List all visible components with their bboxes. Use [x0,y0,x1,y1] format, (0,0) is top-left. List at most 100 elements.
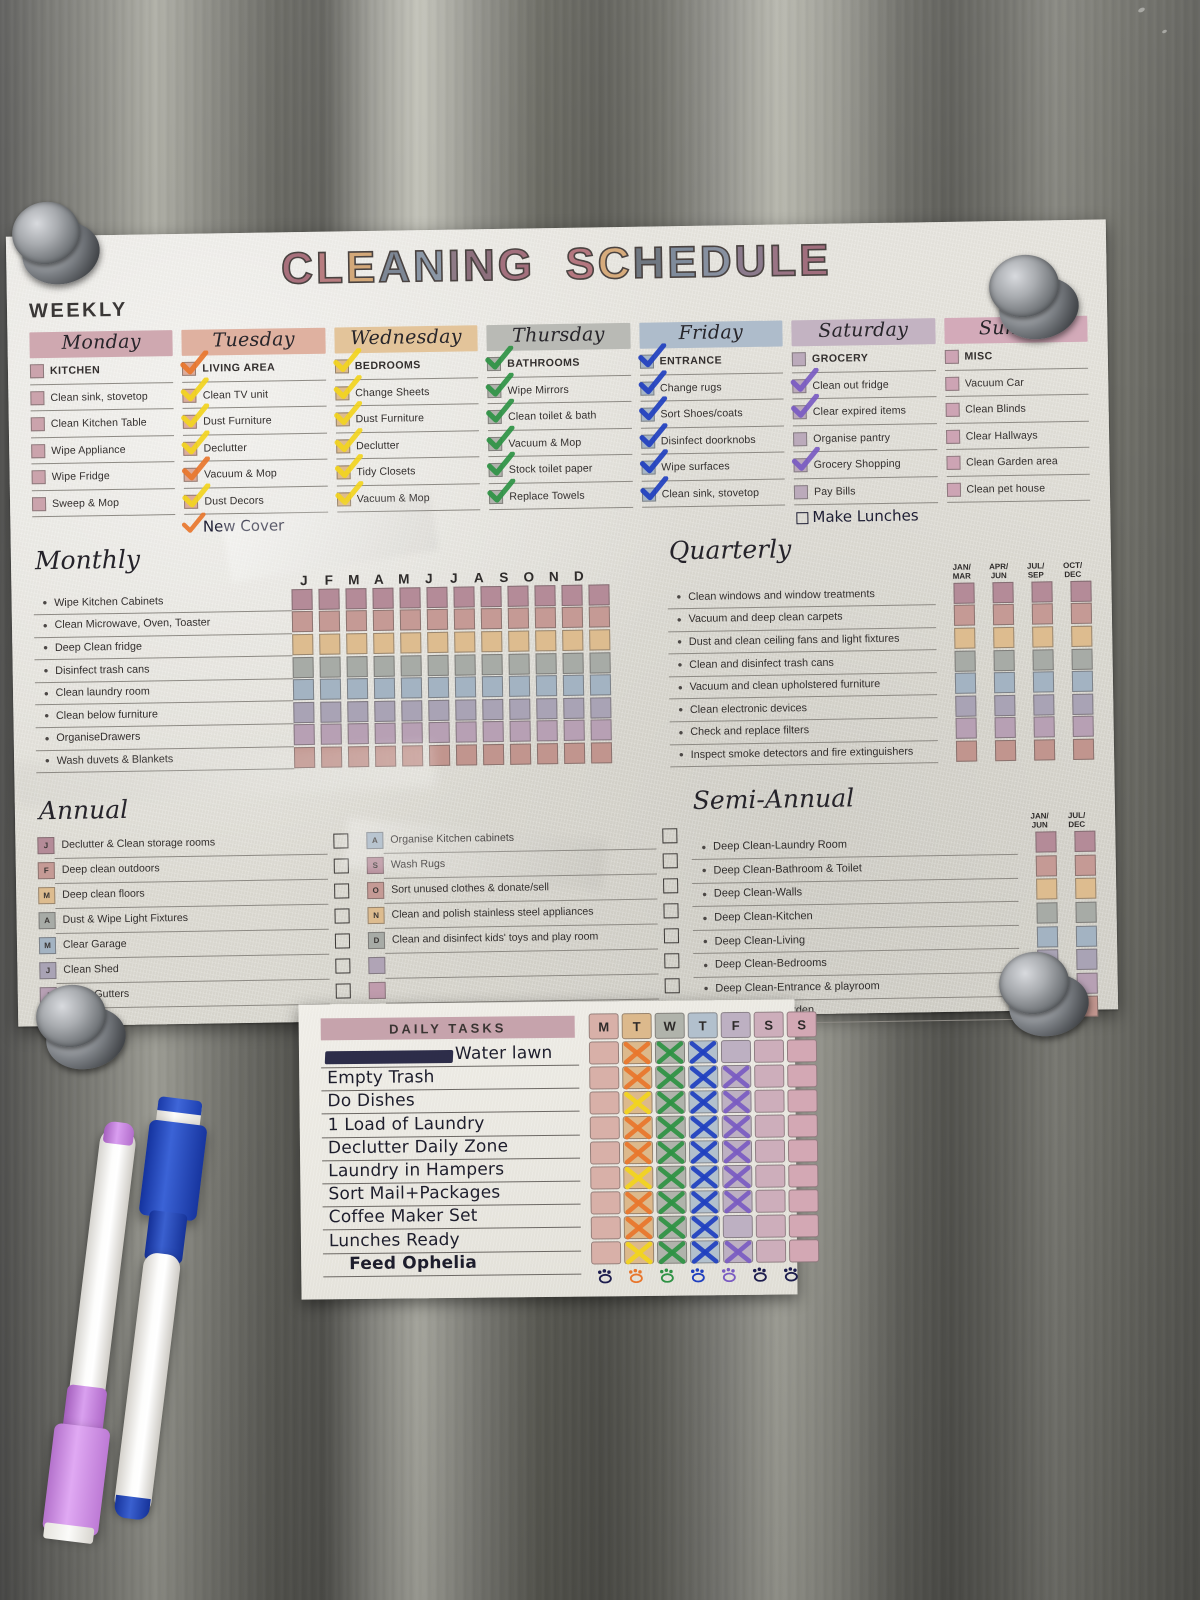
task-checkbox[interactable] [640,434,655,449]
daily-grid-cell[interactable] [689,1215,720,1239]
daily-grid-cell[interactable] [688,1115,719,1139]
monthly-checkbox[interactable] [400,677,423,699]
monthly-checkbox[interactable] [347,723,369,745]
monthly-checkbox[interactable] [401,722,423,744]
daily-grid-cell[interactable] [687,1040,719,1064]
monthly-checkbox[interactable] [346,633,368,655]
weekly-task-row[interactable]: MISC [944,341,1089,371]
daily-grid-cell[interactable] [721,1139,753,1164]
monthly-checkbox[interactable] [319,678,342,700]
task-checkbox[interactable] [793,458,808,473]
quarterly-checkbox[interactable] [1070,603,1093,625]
daily-grid-cell[interactable] [689,1190,720,1214]
quarterly-checkbox[interactable] [992,581,1014,604]
task-checkbox[interactable] [488,436,503,451]
monthly-checkbox[interactable] [428,699,450,721]
weekly-task-row[interactable]: Vacuum & Mop [486,424,633,458]
semi-annual-checkbox[interactable] [1036,902,1058,924]
daily-grid-cell[interactable] [755,1164,786,1188]
quarterly-checkbox[interactable] [955,717,977,740]
task-checkbox[interactable] [639,354,654,369]
semi-annual-checkbox[interactable] [1074,854,1097,876]
daily-grid-cell[interactable] [654,1040,686,1064]
monthly-checkbox[interactable] [292,679,315,701]
monthly-checkbox[interactable] [536,720,558,742]
daily-grid-cell[interactable] [721,1064,752,1089]
monthly-checkbox[interactable] [319,656,341,678]
monthly-checkbox[interactable] [347,700,369,723]
daily-grid-cell[interactable] [753,1039,785,1063]
weekly-task-row[interactable]: Clean out fridge [790,366,937,400]
quarterly-checkbox[interactable] [993,672,1016,694]
monthly-checkbox[interactable] [347,746,370,768]
monthly-checkbox[interactable] [561,607,584,629]
monthly-checkbox[interactable] [427,654,449,676]
quarterly-checkbox[interactable] [955,740,978,762]
task-checkbox[interactable] [30,390,45,406]
monthly-checkbox[interactable] [372,610,395,632]
monthly-checkbox[interactable] [589,674,612,696]
daily-grid-cell[interactable] [623,1190,654,1215]
task-checkbox[interactable] [792,378,807,394]
annual-checkbox[interactable] [664,978,680,994]
task-checkbox[interactable] [640,407,655,422]
quarterly-checkbox[interactable] [992,604,1015,626]
task-checkbox[interactable] [336,492,351,507]
monthly-checkbox[interactable] [481,676,504,698]
monthly-checkbox[interactable] [562,652,584,674]
quarterly-checkbox[interactable] [953,604,976,627]
monthly-checkbox[interactable] [590,697,612,719]
daily-grid-cell[interactable] [590,1216,621,1240]
task-checkbox[interactable] [944,376,959,391]
monthly-checkbox[interactable] [372,587,394,609]
quarterly-checkbox[interactable] [993,649,1015,671]
quarterly-checkbox[interactable] [1070,580,1092,602]
monthly-checkbox[interactable] [509,698,531,720]
monthly-checkbox[interactable] [453,586,475,608]
daily-grid-cell[interactable] [688,1140,720,1164]
monthly-checkbox[interactable] [508,630,530,652]
task-checkbox[interactable] [29,364,45,379]
monthly-checkbox[interactable] [427,631,449,654]
daily-grid-cell[interactable] [656,1215,687,1239]
monthly-checkbox[interactable] [319,633,341,655]
weekly-task-row[interactable]: Clean toilet & bath [486,398,632,431]
monthly-checkbox[interactable] [536,743,559,765]
daily-grid-cell[interactable] [589,1091,620,1115]
monthly-checkbox[interactable] [563,720,585,742]
daily-grid-cell[interactable] [656,1165,687,1189]
task-checkbox[interactable] [487,383,502,398]
daily-grid-cell[interactable] [722,1239,754,1264]
monthly-checkbox[interactable] [453,608,476,631]
monthly-checkbox[interactable] [399,609,422,631]
handwritten-checkbox[interactable] [796,511,809,524]
weekly-task-row[interactable]: Vacuum Car [944,368,1089,397]
monthly-checkbox[interactable] [562,629,584,651]
task-checkbox[interactable] [335,386,350,401]
monthly-checkbox[interactable] [588,606,611,628]
monthly-checkbox[interactable] [318,588,340,610]
monthly-checkbox[interactable] [563,742,586,764]
weekly-task-row[interactable]: Clean pet house [946,474,1091,503]
task-checkbox[interactable] [487,410,503,425]
quarterly-checkbox[interactable] [1033,739,1056,761]
monthly-checkbox[interactable] [480,608,503,630]
daily-grid-cell[interactable] [754,1114,785,1138]
monthly-checkbox[interactable] [534,584,556,607]
monthly-checkbox[interactable] [588,584,610,606]
monthly-checkbox[interactable] [482,721,504,743]
semi-annual-checkbox[interactable] [1075,878,1097,900]
daily-grid-cell[interactable] [722,1164,753,1189]
daily-grid-cell[interactable] [722,1214,753,1239]
daily-grid-cell[interactable] [721,1089,752,1114]
annual-checkbox[interactable] [663,903,679,919]
weekly-task-row[interactable]: Stock toilet paper [487,451,633,484]
daily-grid-cell[interactable] [623,1215,654,1240]
daily-grid-cell[interactable] [655,1140,687,1164]
daily-grid-cell[interactable] [622,1090,653,1115]
monthly-checkbox[interactable] [291,588,313,611]
monthly-checkbox[interactable] [481,630,503,653]
weekly-task-row[interactable]: Clean TV unit [181,376,327,409]
monthly-checkbox[interactable] [536,697,558,720]
weekly-task-row[interactable]: Clean sink, stovetop [640,475,786,508]
